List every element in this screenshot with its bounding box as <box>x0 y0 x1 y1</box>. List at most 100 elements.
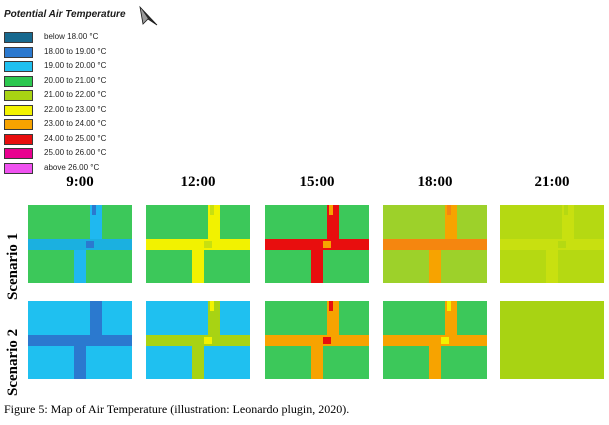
street-hotspot <box>447 205 451 215</box>
legend-label: below 18.00 °C <box>44 32 99 41</box>
map-graphic <box>383 205 487 283</box>
street-hotspot <box>329 205 333 215</box>
street-vertical-south <box>546 247 558 283</box>
map-graphic <box>146 301 250 379</box>
scenario-label: Scenario 2 <box>5 328 21 396</box>
temperature-map-tile <box>383 301 487 379</box>
street-vertical-north <box>90 205 102 247</box>
map-graphic <box>500 301 604 379</box>
legend-swatch <box>4 104 33 116</box>
temperature-map-tile <box>28 205 132 283</box>
legend-label: 22.00 to 23.00 °C <box>44 104 107 114</box>
street-intersection-patch <box>558 337 566 344</box>
street-hotspot <box>329 301 333 311</box>
street-vertical-north <box>327 205 339 247</box>
legend-label: 21.00 to 22.00 °C <box>44 90 107 99</box>
street-vertical-north <box>90 301 102 343</box>
street-vertical-north <box>208 301 220 343</box>
street-hotspot <box>564 301 568 311</box>
time-label: 21:00 <box>534 174 570 190</box>
street-horizontal <box>500 335 604 346</box>
street-intersection-patch <box>441 241 449 248</box>
temperature-map-tile <box>500 205 604 283</box>
figure-caption: Figure 5: Map of Air Temperature (illust… <box>4 402 350 416</box>
street-vertical-north <box>327 301 339 343</box>
map-graphic <box>383 301 487 379</box>
street-horizontal <box>500 239 604 250</box>
legend-swatch <box>4 32 33 43</box>
temperature-map-tile <box>28 301 132 379</box>
temperature-map-tile <box>500 301 604 379</box>
street-intersection-patch <box>558 241 566 248</box>
map-graphic <box>28 205 132 283</box>
street-intersection-patch <box>323 241 331 248</box>
street-vertical-north <box>562 205 574 247</box>
street-hotspot <box>447 301 451 311</box>
temperature-map-tile <box>383 205 487 283</box>
north-arrow-icon <box>139 5 158 26</box>
street-intersection-patch <box>323 337 331 344</box>
legend-swatch <box>4 61 33 72</box>
legend-swatch <box>4 148 33 159</box>
legend-title: Potential Air Temperature <box>4 9 126 20</box>
street-vertical-south <box>192 343 204 379</box>
legend-label: 20.00 to 21.00 °C <box>44 75 107 85</box>
temperature-map-tile <box>146 301 250 379</box>
street-horizontal <box>383 239 487 250</box>
street-vertical-south <box>192 247 204 283</box>
legend-label: 18.00 to 19.00 °C <box>44 46 107 56</box>
street-vertical-south <box>311 247 323 283</box>
street-intersection-patch <box>86 241 94 248</box>
street-hotspot <box>210 301 214 311</box>
street-vertical-south <box>74 247 86 283</box>
street-vertical-north <box>445 301 457 343</box>
scenario-label: Scenario 1 <box>5 232 21 300</box>
street-horizontal <box>383 335 487 346</box>
street-vertical-north <box>562 301 574 343</box>
street-intersection-patch <box>86 337 94 344</box>
street-horizontal <box>28 335 132 346</box>
street-intersection-patch <box>441 337 449 344</box>
street-vertical-north <box>445 205 457 247</box>
map-graphic <box>500 205 604 283</box>
legend-swatch <box>4 46 33 58</box>
temperature-map-tile <box>146 205 250 283</box>
street-vertical-south <box>429 247 441 283</box>
time-label: 9:00 <box>66 174 94 190</box>
street-horizontal <box>265 239 369 250</box>
street-horizontal <box>265 335 369 346</box>
street-hotspot <box>210 205 214 215</box>
map-graphic <box>146 205 250 283</box>
street-vertical-south <box>311 343 323 379</box>
time-label: 18:00 <box>417 174 453 190</box>
legend-label: 19.00 to 20.00 °C <box>44 61 107 70</box>
legend-swatch <box>4 90 33 101</box>
legend-swatch <box>4 133 33 145</box>
street-horizontal <box>146 239 250 250</box>
legend-label: above 26.00 °C <box>44 162 100 172</box>
legend-label: 24.00 to 25.00 °C <box>44 133 107 143</box>
map-graphic <box>265 205 369 283</box>
legend-swatch <box>4 119 33 130</box>
street-hotspot <box>92 301 96 311</box>
legend-label: 25.00 to 26.00 °C <box>44 148 107 157</box>
time-label: 15:00 <box>299 174 335 190</box>
street-vertical-north <box>208 205 220 247</box>
map-graphic <box>28 301 132 379</box>
street-vertical-south <box>74 343 86 379</box>
time-label: 12:00 <box>180 174 216 190</box>
street-hotspot <box>564 205 568 215</box>
street-vertical-south <box>546 343 558 379</box>
street-hotspot <box>92 205 96 215</box>
street-horizontal <box>28 239 132 250</box>
legend-label: 23.00 to 24.00 °C <box>44 119 107 128</box>
temperature-map-tile <box>265 301 369 379</box>
street-intersection-patch <box>204 337 212 344</box>
temperature-map-tile <box>265 205 369 283</box>
legend-swatch <box>4 162 33 174</box>
legend-swatch <box>4 75 33 87</box>
street-intersection-patch <box>204 241 212 248</box>
street-vertical-south <box>429 343 441 379</box>
map-graphic <box>265 301 369 379</box>
street-horizontal <box>146 335 250 346</box>
